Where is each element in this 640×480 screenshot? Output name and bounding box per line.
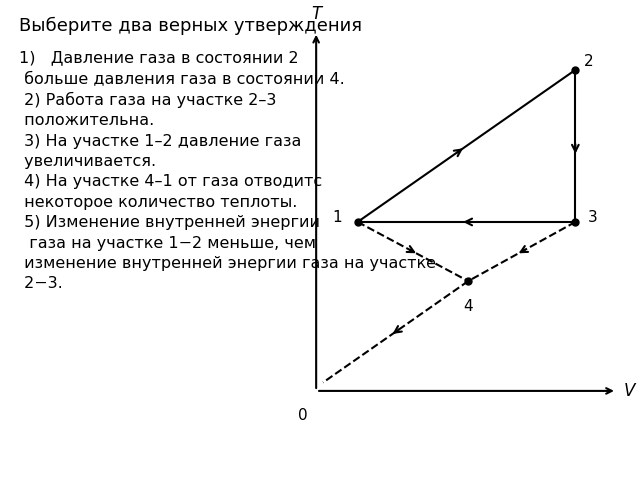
Text: V: V (624, 382, 635, 400)
Text: 4: 4 (463, 299, 473, 314)
Text: 0: 0 (298, 408, 307, 423)
Text: 1: 1 (332, 210, 342, 225)
Text: 2: 2 (584, 54, 594, 69)
Text: 1)   Давление газа в состоянии 2
 больше давления газа в состоянии 4.
 2) Работа: 1) Давление газа в состоянии 2 больше да… (19, 50, 436, 291)
Text: 3: 3 (588, 210, 598, 225)
Text: Выберите два верных утверждения: Выберите два верных утверждения (19, 17, 362, 35)
Text: T: T (311, 5, 321, 24)
